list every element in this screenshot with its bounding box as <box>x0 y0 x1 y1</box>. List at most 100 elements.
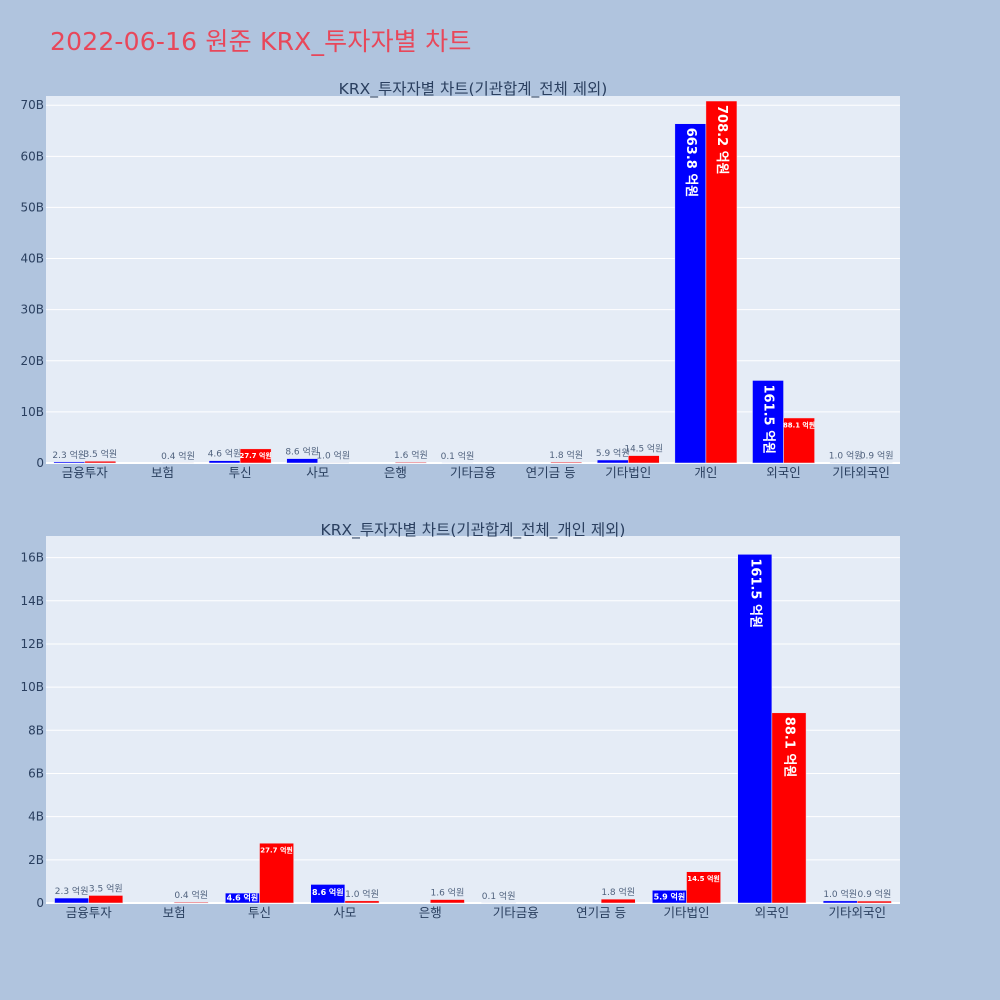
y-tick-label: 40B <box>20 252 44 266</box>
bar <box>317 462 350 464</box>
bar <box>286 458 318 464</box>
y-tick-label: 4B <box>28 810 44 824</box>
data-label: 0.9 억원 <box>860 450 894 462</box>
y-tick-label: 10B <box>20 680 44 694</box>
data-label: 3.5 억원 <box>89 882 123 894</box>
data-label: 3.5 억원 <box>83 448 117 460</box>
x-tick-label: 개인 <box>694 465 717 480</box>
bar <box>54 897 89 904</box>
data-label: 27.7 억원 <box>260 846 293 855</box>
y-tick-label: 16B <box>20 551 44 565</box>
bar <box>395 461 427 464</box>
data-label: 161.5 억원 <box>761 384 776 454</box>
data-label: 2.3 억원 <box>55 885 89 897</box>
x-tick-label: 외국인 <box>766 465 801 480</box>
data-label: 27.7 억원 <box>240 451 272 460</box>
x-tick-label: 기타법인 <box>663 905 709 920</box>
y-tick-label: 50B <box>20 200 44 214</box>
y-tick-label: 60B <box>20 149 44 163</box>
bar <box>737 554 773 904</box>
y-tick-label: 70B <box>20 98 44 112</box>
data-label: 5.9 억원 <box>654 891 686 901</box>
bar <box>600 898 636 904</box>
data-label: 663.8 억원 <box>683 128 698 198</box>
y-tick-label: 30B <box>20 303 44 317</box>
bar <box>259 842 294 904</box>
chart-2: 0 2B 4B 6B 8B 10B 12B 14B 16B KRX_투자자별 차트(기관합계_전체… <box>20 521 900 920</box>
bar <box>752 380 784 464</box>
y-tick-label: 0 <box>36 896 44 910</box>
bar <box>344 900 380 904</box>
bar <box>596 459 629 464</box>
bar <box>208 460 241 464</box>
bar <box>239 448 272 464</box>
data-label: 4.6 억원 <box>208 448 242 460</box>
y-tick-label: 10B <box>20 405 44 419</box>
data-label: 1.8 억원 <box>549 449 583 461</box>
data-label: 8.6 억원 <box>285 446 319 458</box>
data-label: 0.4 억원 <box>174 889 208 901</box>
data-label: 1.0 억원 <box>823 888 857 900</box>
bar <box>173 901 209 904</box>
x-tick-label: 투신 <box>248 905 271 920</box>
bar <box>53 461 86 464</box>
x-tick-label: 투신 <box>229 465 252 480</box>
bar <box>628 455 660 464</box>
data-label: 0.1 억원 <box>482 890 516 902</box>
bar <box>857 900 892 904</box>
bar <box>829 462 862 464</box>
x-tick-label: 기타외국인 <box>832 465 890 480</box>
y-tick-label: 8B <box>28 723 44 737</box>
x-tick-label: 기타금융 <box>493 905 539 920</box>
x-tick-label: 금융투자 <box>66 905 113 920</box>
data-label: 1.6 억원 <box>431 887 465 899</box>
bar <box>771 712 807 904</box>
data-label: 14.5 억원 <box>624 443 663 455</box>
data-label: 8.6 억원 <box>312 887 344 897</box>
y-tick-label: 0 <box>36 456 44 470</box>
data-label: 88.1 억원 <box>783 420 815 429</box>
y-tick-label: 20B <box>20 354 44 368</box>
data-label: 1.0 억원 <box>829 449 863 461</box>
chart-1: 0 10B 20B 30B 40B 50B 60B 70B KRX_투자자별 차트(기관합계_전… <box>20 80 900 480</box>
x-tick-label: 금융투자 <box>62 465 109 480</box>
data-label: 0.1 억원 <box>441 450 475 462</box>
data-label: 5.9 억원 <box>596 447 630 459</box>
y-tick-label: 12B <box>20 637 44 651</box>
x-tick-label: 기타외국인 <box>829 905 887 920</box>
data-label: 88.1 억원 <box>781 717 796 778</box>
x-tick-label: 보험 <box>163 905 186 920</box>
page-title: 2022-06-16 원준 KRX_투자자별 차트 <box>50 27 472 56</box>
x-tick-label: 보험 <box>151 465 174 480</box>
bar <box>674 123 707 464</box>
x-tick-label: 외국인 <box>755 905 790 920</box>
bar <box>550 461 582 464</box>
data-label: 1.8 억원 <box>601 886 635 898</box>
y-tick-label: 6B <box>28 766 44 780</box>
bar <box>310 884 346 904</box>
bar <box>84 460 117 464</box>
x-tick-label: 사모 <box>306 465 329 480</box>
x-tick-label: 연기금 등 <box>526 465 576 480</box>
data-label: 708.2 억원 <box>714 105 729 175</box>
data-label: 14.5 억원 <box>687 874 720 883</box>
x-tick-label: 은행 <box>384 465 407 480</box>
bar <box>783 417 815 464</box>
x-tick-label: 사모 <box>333 905 356 920</box>
subplot-title: KRX_투자자별 차트(기관합계_전체 제외) <box>339 80 608 99</box>
x-tick-label: 은행 <box>419 905 442 920</box>
x-tick-label: 연기금 등 <box>576 905 626 920</box>
bar <box>705 100 738 464</box>
data-label: 0.4 억원 <box>161 450 195 462</box>
data-label: 161.5 억원 <box>747 558 762 628</box>
subplot-title: KRX_투자자별 차트(기관합계_전체_개인 제외) <box>321 521 626 540</box>
bar <box>430 899 465 904</box>
x-tick-label: 기타금융 <box>450 465 496 480</box>
y-tick-label: 14B <box>20 594 44 608</box>
data-label: 1.6 억원 <box>394 449 428 461</box>
bar <box>822 900 858 904</box>
data-label: 1.0 억원 <box>345 888 379 900</box>
bar <box>686 871 721 904</box>
data-label: 0.9 억원 <box>858 888 892 900</box>
